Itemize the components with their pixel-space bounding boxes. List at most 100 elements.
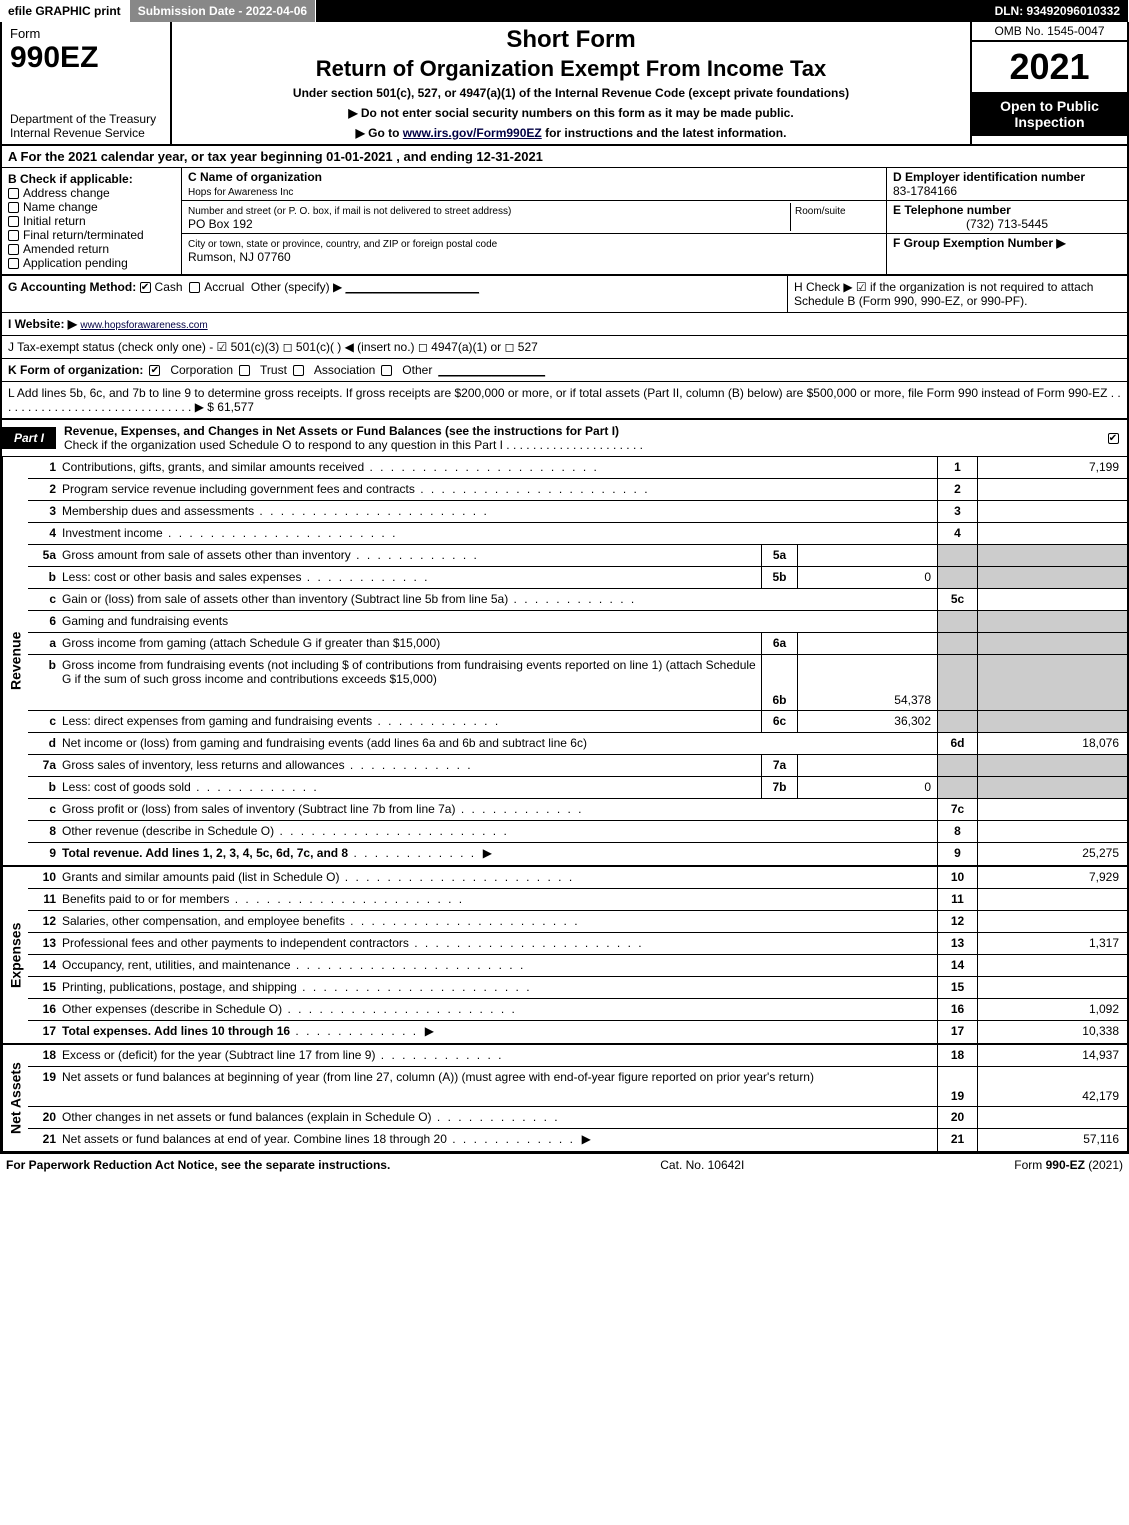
section-def: D Employer identification number 83-1784… xyxy=(887,168,1127,274)
line-5a: 5a Gross amount from sale of assets othe… xyxy=(28,545,1127,567)
line-14: 14Occupancy, rent, utilities, and mainte… xyxy=(28,955,1127,977)
line-5b: b Less: cost or other basis and sales ex… xyxy=(28,567,1127,589)
goto-pre: ▶ Go to xyxy=(356,126,403,140)
header-left: Form 990EZ Department of the Treasury In… xyxy=(2,22,172,144)
line-7b: b Less: cost of goods sold 7b 0 xyxy=(28,777,1127,799)
line-6c: c Less: direct expenses from gaming and … xyxy=(28,711,1127,733)
org-name: Hops for Awareness Inc xyxy=(188,187,293,198)
room-label: Room/suite xyxy=(795,206,846,217)
part1-schedule-o-check[interactable] xyxy=(1103,431,1127,445)
chk-accrual[interactable] xyxy=(189,282,200,293)
org-address: PO Box 192 xyxy=(188,217,253,231)
k-label: K Form of organization: xyxy=(8,363,143,377)
line-7c: c Gross profit or (loss) from sales of i… xyxy=(28,799,1127,821)
section-a-tax-year: A For the 2021 calendar year, or tax yea… xyxy=(0,146,1129,168)
g-other-blank[interactable]: ____________________ xyxy=(346,280,479,294)
section-c-org: C Name of organization Hops for Awarenes… xyxy=(182,168,887,274)
telephone: (732) 713-5445 xyxy=(893,217,1121,231)
line-20: 20Other changes in net assets or fund ba… xyxy=(28,1107,1127,1129)
line-7a: 7a Gross sales of inventory, less return… xyxy=(28,755,1127,777)
k-other-blank[interactable]: ________________ xyxy=(438,363,545,377)
addr-label: Number and street (or P. O. box, if mail… xyxy=(188,206,511,217)
line-19: 19Net assets or fund balances at beginni… xyxy=(28,1067,1127,1107)
org-city: Rumson, NJ 07760 xyxy=(188,250,291,264)
g-label: G Accounting Method: xyxy=(8,280,136,294)
footer-left: For Paperwork Reduction Act Notice, see … xyxy=(6,1158,390,1172)
footer: For Paperwork Reduction Act Notice, see … xyxy=(0,1153,1129,1176)
dln: DLN: 93492096010332 xyxy=(987,0,1129,22)
irs-link[interactable]: www.irs.gov/Form990EZ xyxy=(403,126,542,140)
line-3: 3 Membership dues and assessments 3 xyxy=(28,501,1127,523)
c-name-label: C Name of organization xyxy=(188,170,322,184)
section-h-scheduleb: H Check ▶ ☑ if the organization is not r… xyxy=(787,276,1127,312)
header-right: OMB No. 1545-0047 2021 Open to Public In… xyxy=(972,22,1127,144)
line-9: 9 Total revenue. Add lines 1, 2, 3, 4, 5… xyxy=(28,843,1127,865)
section-j-tax-exempt: J Tax-exempt status (check only one) - ☑… xyxy=(0,336,1129,359)
chk-amended-return[interactable]: Amended return xyxy=(8,242,175,256)
line-18: 18Excess or (deficit) for the year (Subt… xyxy=(28,1045,1127,1067)
part1-title: Revenue, Expenses, and Changes in Net As… xyxy=(56,420,1103,456)
line-6b: b Gross income from fundraising events (… xyxy=(28,655,1127,711)
department: Department of the Treasury Internal Reve… xyxy=(10,112,162,140)
expenses-section: Expenses 10Grants and similar amounts pa… xyxy=(0,867,1129,1045)
website-link[interactable]: www.hopsforawareness.com xyxy=(80,320,207,331)
line-11: 11Benefits paid to or for members11 xyxy=(28,889,1127,911)
section-l-gross-receipts: L Add lines 5b, 6c, and 7b to line 9 to … xyxy=(0,382,1129,420)
header-center: Short Form Return of Organization Exempt… xyxy=(172,22,972,144)
section-g-accounting: G Accounting Method: Cash Accrual Other … xyxy=(2,276,787,312)
line-13: 13Professional fees and other payments t… xyxy=(28,933,1127,955)
section-i-website: I Website: ▶ www.hopsforawareness.com xyxy=(0,313,1129,336)
chk-trust[interactable] xyxy=(239,365,250,376)
chk-other-org[interactable] xyxy=(381,365,392,376)
part1-header: Part I Revenue, Expenses, and Changes in… xyxy=(0,420,1129,457)
top-bar: efile GRAPHIC print Submission Date - 20… xyxy=(0,0,1129,22)
revenue-section: Revenue 1 Contributions, gifts, grants, … xyxy=(0,457,1129,867)
line-10: 10Grants and similar amounts paid (list … xyxy=(28,867,1127,889)
line-6a: a Gross income from gaming (attach Sched… xyxy=(28,633,1127,655)
form-title: Return of Organization Exempt From Incom… xyxy=(182,56,960,82)
section-k-form-org: K Form of organization: Corporation Trus… xyxy=(0,359,1129,382)
omb-number: OMB No. 1545-0047 xyxy=(972,22,1127,42)
line-15: 15Printing, publications, postage, and s… xyxy=(28,977,1127,999)
chk-association[interactable] xyxy=(293,365,304,376)
d-label: D Employer identification number xyxy=(893,170,1085,184)
no-ssn-line: ▶ Do not enter social security numbers o… xyxy=(182,106,960,120)
efile-print[interactable]: efile GRAPHIC print xyxy=(0,0,130,22)
chk-cash[interactable] xyxy=(140,282,151,293)
chk-corporation[interactable] xyxy=(149,365,160,376)
line-16: 16Other expenses (describe in Schedule O… xyxy=(28,999,1127,1021)
short-form-label: Short Form xyxy=(182,26,960,54)
tax-year: 2021 xyxy=(972,42,1127,92)
chk-address-change[interactable]: Address change xyxy=(8,186,175,200)
part1-sub: Check if the organization used Schedule … xyxy=(64,438,1095,452)
form-word: Form xyxy=(10,26,162,41)
expenses-label: Expenses xyxy=(2,867,28,1043)
revenue-label: Revenue xyxy=(2,457,28,865)
line-8: 8 Other revenue (describe in Schedule O)… xyxy=(28,821,1127,843)
line-6d: d Net income or (loss) from gaming and f… xyxy=(28,733,1127,755)
chk-final-return[interactable]: Final return/terminated xyxy=(8,228,175,242)
line-6: 6 Gaming and fundraising events xyxy=(28,611,1127,633)
form-header: Form 990EZ Department of the Treasury In… xyxy=(0,22,1129,146)
line-21: 21Net assets or fund balances at end of … xyxy=(28,1129,1127,1151)
gh-row: G Accounting Method: Cash Accrual Other … xyxy=(0,276,1129,313)
footer-formno: Form 990-EZ (2021) xyxy=(1014,1158,1123,1172)
chk-application-pending[interactable]: Application pending xyxy=(8,256,175,270)
line-4: 4 Investment income 4 xyxy=(28,523,1127,545)
chk-initial-return[interactable]: Initial return xyxy=(8,214,175,228)
netassets-section: Net Assets 18Excess or (deficit) for the… xyxy=(0,1045,1129,1153)
b-title: B Check if applicable: xyxy=(8,172,175,186)
footer-catno: Cat. No. 10642I xyxy=(660,1158,744,1172)
line-17: 17Total expenses. Add lines 10 through 1… xyxy=(28,1021,1127,1043)
ein: 83-1784166 xyxy=(893,184,957,198)
chk-name-change[interactable]: Name change xyxy=(8,200,175,214)
e-label: E Telephone number xyxy=(893,203,1011,217)
submission-date: Submission Date - 2022-04-06 xyxy=(130,0,316,22)
i-label: I Website: ▶ xyxy=(8,317,77,331)
city-label: City or town, state or province, country… xyxy=(188,239,497,250)
bcde-row: B Check if applicable: Address change Na… xyxy=(0,168,1129,276)
line-5c: c Gain or (loss) from sale of assets oth… xyxy=(28,589,1127,611)
open-public-inspection: Open to Public Inspection xyxy=(972,92,1127,136)
goto-line: ▶ Go to www.irs.gov/Form990EZ for instru… xyxy=(182,126,960,140)
goto-post: for instructions and the latest informat… xyxy=(542,126,787,140)
